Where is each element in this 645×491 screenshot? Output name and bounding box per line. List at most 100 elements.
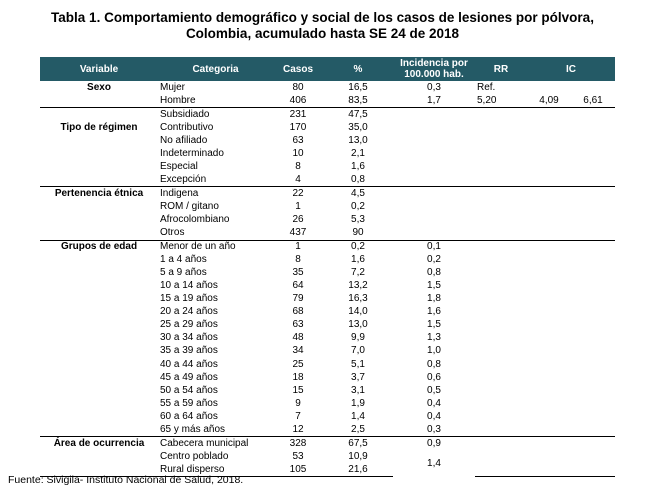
rr-cell [475, 213, 527, 226]
categoria-cell: Centro poblado [160, 450, 229, 462]
pct-cell: 14,0 [348, 306, 368, 318]
casos-cell: 68 [292, 306, 304, 318]
pct-cell: 0,2 [323, 239, 393, 254]
categoria-cell: 55 a 59 años [160, 397, 218, 409]
categoria-cell: Rural disperso [158, 463, 273, 478]
variable-cell [40, 423, 158, 437]
incidencia-cell: 0,8 [427, 267, 441, 279]
variable-cell [40, 332, 158, 345]
ic-low-cell [527, 239, 571, 254]
rr-cell [475, 436, 527, 451]
casos-cell: 35 [292, 267, 304, 279]
variable-cell [40, 254, 158, 267]
casos-cell: 48 [292, 332, 304, 344]
variable-cell [40, 94, 158, 108]
pct-cell: 1,6 [351, 160, 365, 172]
incidencia-cell [393, 134, 475, 147]
ic-high-cell [571, 160, 615, 173]
pct-cell: 13,2 [348, 280, 368, 292]
incidencia-cell: 0,5 [427, 384, 441, 396]
incidencia-cell [393, 107, 475, 122]
table-title-line1: Tabla 1. Comportamiento demográfico y so… [51, 10, 594, 25]
variable-cell [40, 384, 158, 397]
table-row: Especial 8 1,6 [40, 160, 615, 173]
ic-high-cell [571, 450, 615, 463]
casos-cell: 437 [289, 227, 307, 239]
table-row: Grupos de edad Menor de un año 1 0,2 0,1 [40, 239, 615, 254]
ic-low-cell [527, 463, 571, 478]
header-variable: Variable [40, 57, 158, 81]
incidencia-cell [393, 200, 475, 213]
table-row: 10 a 14 años 64 13,2 1,5 [40, 280, 615, 293]
pct-cell: 5,3 [351, 213, 365, 225]
casos-cell: 8 [295, 160, 301, 172]
casos-cell: 15 [292, 384, 304, 396]
source-footnote: Fuente: Sivigila- Instituto Nacional de … [8, 474, 244, 486]
ic-high-cell [571, 81, 615, 94]
categoria-cell: ROM / gitano [160, 200, 219, 212]
casos-cell: 25 [292, 358, 304, 370]
table-row: No afiliado 63 13,0 [40, 134, 615, 147]
table-row: Rural disperso 105 21,6 [40, 463, 615, 478]
ic-low-cell [527, 423, 571, 437]
ic-low-cell [527, 213, 571, 226]
casos-cell: 8 [295, 254, 301, 266]
incidencia-cell: 0,2 [427, 254, 441, 266]
pct-cell: 16,5 [348, 81, 368, 93]
rr-cell [475, 450, 527, 463]
header-ic: IC [527, 57, 615, 81]
rr-cell [475, 384, 527, 397]
ic-high-cell [571, 371, 615, 384]
ic-high-cell [571, 254, 615, 267]
variable-cell [40, 227, 158, 241]
variable-cell [40, 397, 158, 410]
categoria-cell: Especial [160, 160, 198, 172]
ic-low-cell [527, 81, 571, 94]
rr-cell [475, 239, 527, 254]
ic-high-cell [571, 186, 615, 201]
variable-cell [40, 147, 158, 160]
categoria-cell: 1 a 4 años [160, 254, 207, 266]
table-header-row: Variable Categoria Casos % Incidencia po… [40, 57, 615, 81]
pct-cell: 2,1 [351, 147, 365, 159]
ic-high-cell [571, 147, 615, 160]
casos-cell: 64 [292, 280, 304, 292]
categoria-cell: 60 a 64 años [160, 410, 218, 422]
ic-low-cell [527, 397, 571, 410]
pct-cell: 1,4 [351, 410, 365, 422]
ic-high-cell [571, 293, 615, 306]
table-row: 40 a 44 años 25 5,1 0,8 [40, 358, 615, 371]
categoria-cell: Afrocolombiano [160, 213, 230, 225]
variable-cell [40, 160, 158, 173]
casos-cell: 34 [292, 345, 304, 357]
incidencia-cell: 0,6 [427, 371, 441, 383]
table-title-line2: Colombia, acumulado hasta SE 24 de 2018 [185, 26, 460, 41]
categoria-cell: Hombre [160, 94, 196, 106]
pct-cell: 5,1 [351, 358, 365, 370]
casos-cell: 26 [292, 213, 304, 225]
ic-high-cell [571, 410, 615, 423]
categoria-cell: Menor de un año [158, 239, 273, 254]
rr-cell [475, 173, 527, 187]
ic-low-cell [527, 107, 571, 122]
variable-cell [40, 293, 158, 306]
rr-cell [475, 397, 527, 410]
ic-high-cell [571, 134, 615, 147]
pct-cell: 4,5 [323, 186, 393, 201]
categoria-cell: 30 a 34 años [160, 332, 218, 344]
categoria-cell: 35 a 39 años [160, 345, 218, 357]
pct-cell: 7,0 [351, 345, 365, 357]
categoria-cell: Mujer [160, 81, 186, 93]
data-table: Variable Categoria Casos % Incidencia po… [40, 57, 615, 478]
variable-cell: Grupos de edad [40, 239, 158, 254]
pct-cell: 9,9 [351, 332, 365, 344]
variable-cell [40, 213, 158, 226]
categoria-cell: 45 a 49 años [160, 371, 218, 383]
ic-low-cell [527, 280, 571, 293]
ic-high-cell: 6,61 [583, 94, 603, 106]
incidencia-cell: 0,8 [427, 358, 441, 370]
header-rr: RR [475, 57, 527, 81]
ic-low-cell [527, 358, 571, 371]
incidencia-cell: 0,1 [393, 239, 475, 254]
variable-cell [40, 345, 158, 358]
